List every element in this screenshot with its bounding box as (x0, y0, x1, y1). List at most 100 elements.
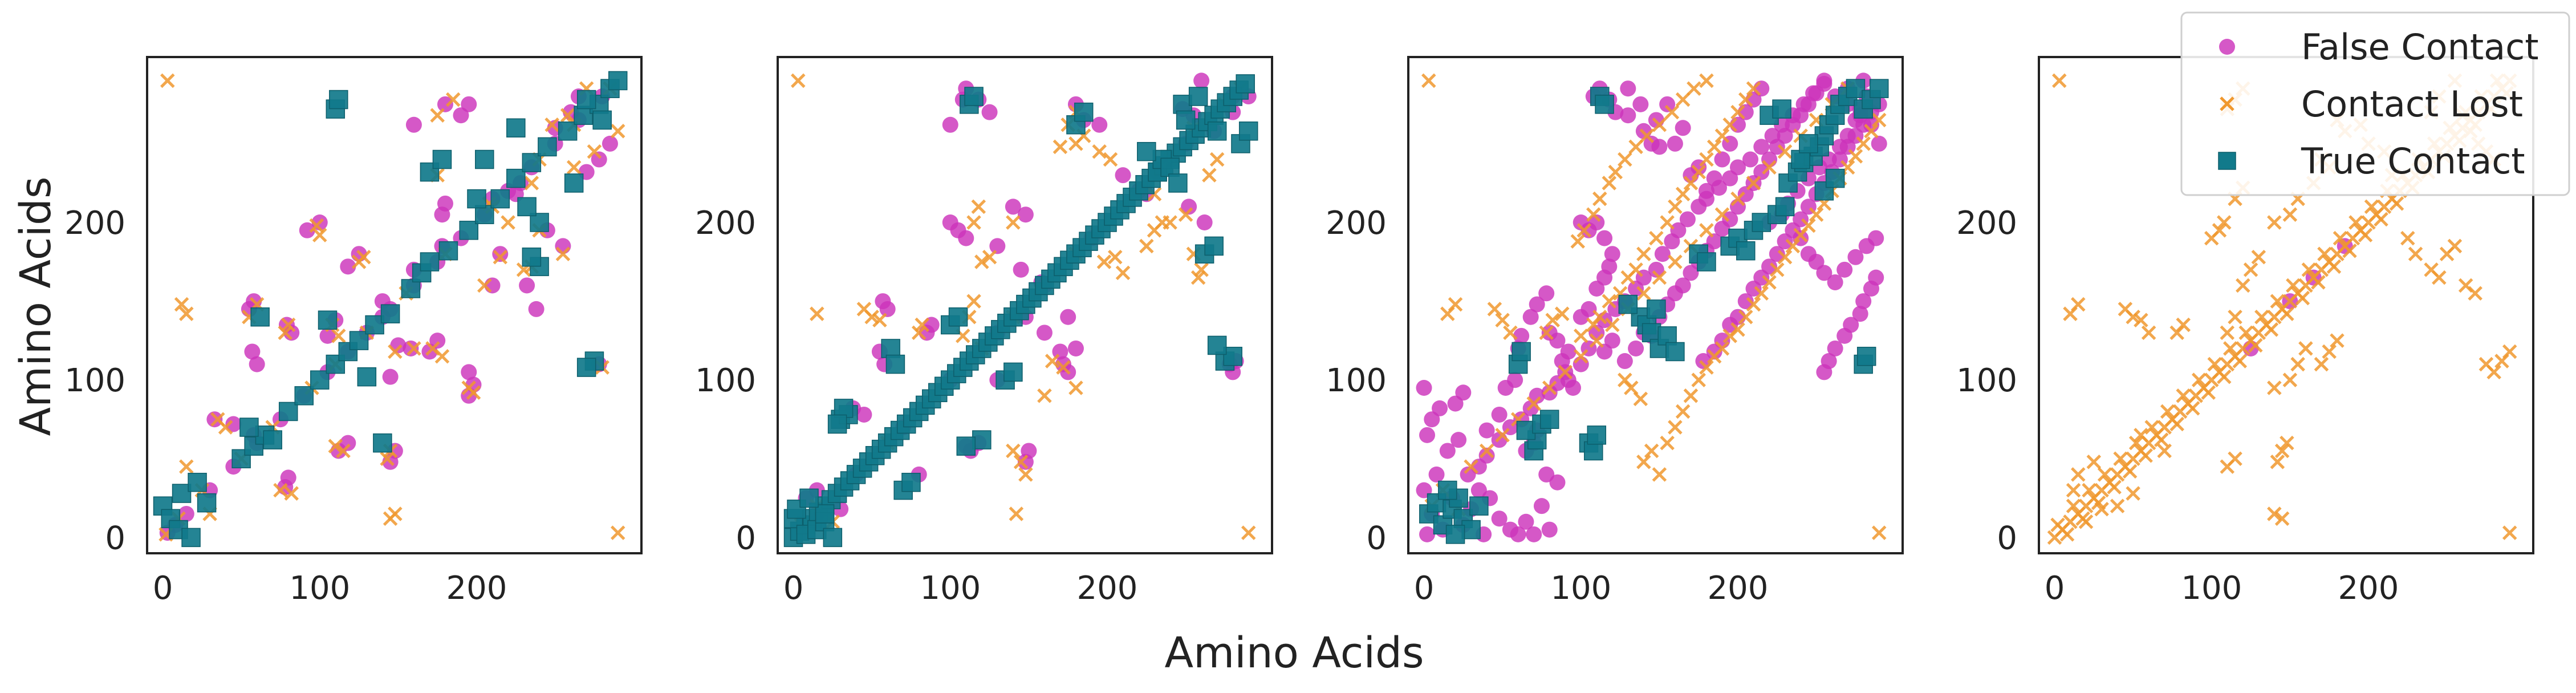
false-contact-point (1651, 139, 1668, 155)
contact-lost-point (1586, 207, 1601, 222)
false-contact-point (1620, 80, 1636, 97)
contact-lost-point (1730, 322, 1745, 337)
contact-lost-point (1448, 297, 1463, 312)
contact-lost-point (1644, 443, 1659, 459)
false-contact-point (1628, 340, 1644, 356)
y-tick-label: 100 (64, 362, 125, 399)
legend-contact-lost-marker (2220, 96, 2234, 111)
contact-lost-point (2097, 467, 2112, 482)
false-contact-point (249, 356, 265, 372)
contact-lost-point (1602, 294, 1617, 309)
contact-lost-point (1464, 459, 1478, 474)
true-contact-point (239, 418, 259, 437)
contact-lost-point (1479, 443, 1494, 459)
contact-lost-point (1668, 254, 1683, 269)
false-contact-point (1675, 277, 1691, 294)
contact-lost-point (380, 451, 395, 467)
false-contact-point (602, 135, 618, 152)
contact-lost-point (1558, 364, 1573, 380)
true-contact-point (1516, 420, 1536, 440)
false-contact-point (1067, 340, 1084, 356)
false-contact-point (1460, 466, 1476, 483)
contact-lost-point (1526, 396, 1541, 411)
contact-lost-point (2220, 325, 2235, 341)
false-contact-point (1793, 107, 1809, 124)
contact-lost-point (2468, 286, 2482, 301)
false-contact-point (1654, 246, 1671, 262)
false-contact-point (1580, 301, 1597, 317)
x-tick-label: 200 (2338, 570, 2399, 607)
true-contact-point (1204, 236, 1224, 256)
contact-lost-point (1628, 262, 1643, 277)
x-tick-label: 100 (2181, 570, 2242, 607)
contact-lost-point (2286, 278, 2301, 293)
contact-lost-point (1801, 218, 1816, 233)
false-contact-point (1541, 521, 1558, 538)
plot-markers (783, 72, 1258, 548)
contact-lost-point (1871, 525, 1887, 540)
false-contact-point (1843, 317, 1859, 333)
contact-lost-point (974, 254, 989, 269)
contact-lost-point (1730, 191, 1745, 206)
contact-lost-point (2298, 341, 2313, 356)
false-contact-point (1439, 443, 1456, 459)
false-contact-point (958, 230, 974, 246)
contact-lost-point (407, 341, 421, 356)
contact-lost-point (2358, 228, 2373, 242)
false-contact-point (1753, 80, 1770, 97)
contact-lost-point (2223, 341, 2238, 356)
contact-lost-point (1770, 262, 1785, 277)
contact-lost-point (1699, 152, 1714, 167)
contact-lost-point (278, 325, 292, 341)
true-contact-point (608, 71, 628, 91)
false-contact-point (1549, 474, 1566, 491)
contact-lost-point (1577, 223, 1592, 238)
contact-lost-point (1592, 191, 1607, 206)
contact-lost-point (1639, 128, 1655, 143)
legend-label: True Contact (2301, 140, 2525, 182)
x-tick-label: 100 (289, 570, 350, 607)
contact-lost-point (1714, 341, 1730, 356)
false-contact-point (1604, 333, 1620, 349)
y-tick-label: 200 (1956, 205, 2017, 242)
contact-lost-point (445, 92, 461, 107)
true-contact-point (1003, 362, 1023, 382)
contact-lost-point (1191, 270, 1206, 285)
true-contact-point (1584, 441, 1603, 461)
contact-lost-point (1714, 207, 1730, 222)
false-contact-point (1722, 170, 1738, 187)
contact-lost-point (1691, 372, 1706, 387)
contact-lost-point (281, 317, 296, 333)
false-contact-point (1808, 85, 1825, 102)
contact-lost-point (1573, 329, 1588, 343)
true-contact-point (1207, 335, 1227, 355)
false-contact-point (206, 411, 223, 428)
contact-lost-point (2134, 428, 2148, 443)
contact-lost-point (179, 306, 194, 321)
contact-lost-point (587, 144, 602, 159)
false-contact-point (1601, 258, 1618, 275)
contact-lost-point (2389, 196, 2404, 211)
contact-lost-point (179, 459, 194, 474)
true-contact-point (1539, 410, 1559, 429)
true-contact-point (475, 149, 494, 169)
x-tick-label: 200 (446, 570, 507, 607)
contact-lost-point (864, 309, 879, 325)
contact-lost-point (2134, 313, 2148, 328)
true-contact-point (530, 213, 549, 232)
legend: False Contact Contact Lost True Contact (2180, 11, 2570, 196)
contact-lost-point (1006, 215, 1021, 230)
false-contact-point (1419, 526, 1436, 542)
contact-lost-point (2502, 525, 2517, 540)
contact-lost-point (434, 348, 450, 364)
contact-lost-point (2295, 290, 2310, 306)
false-contact-point (1868, 230, 1884, 246)
true-contact-point (1223, 347, 1242, 366)
contact-lost-point (610, 124, 625, 139)
contact-lost-point (2176, 388, 2191, 403)
false-contact-point (1628, 281, 1644, 297)
false-contact-point (1060, 309, 1076, 325)
true-contact-point (1799, 134, 1818, 153)
false-contact-point (1196, 214, 1213, 230)
contact-lost-point (1730, 104, 1745, 120)
